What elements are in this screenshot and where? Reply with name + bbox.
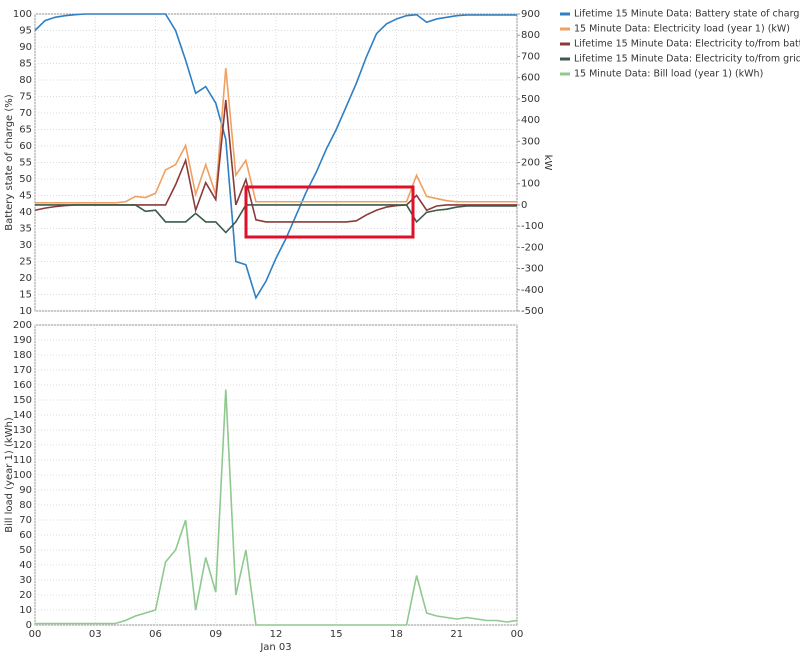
x-tick-label: 00 [29, 629, 42, 640]
x-tick-label: 06 [149, 629, 162, 640]
y2-tick-label: -100 [521, 221, 544, 232]
y2-tick-label: 100 [521, 179, 540, 190]
y-tick-label: 150 [13, 395, 32, 406]
x-tick-label: 15 [330, 629, 343, 640]
y-tick-label: 10 [19, 605, 32, 616]
x-tick-label: 12 [270, 629, 283, 640]
y-tick-label: 40 [19, 560, 32, 571]
y-tick-label: 120 [13, 440, 32, 451]
y2-tick-label: 400 [521, 115, 540, 126]
y2-tick-label: -400 [521, 285, 544, 296]
x-axis-label: Jan 03 [259, 642, 291, 653]
legend-label: 15 Minute Data: Electricity load (year 1… [574, 24, 790, 35]
y2-tick-label: 900 [521, 9, 540, 20]
y-tick-label: 110 [13, 455, 32, 466]
legend-label: Lifetime 15 Minute Data: Battery state o… [574, 9, 800, 20]
y-tick-label: 140 [13, 410, 32, 421]
y-tick-label: 70 [19, 108, 32, 119]
y-tick-label: 30 [19, 575, 32, 586]
y-tick-label: 75 [19, 92, 32, 103]
y-tick-label: 100 [13, 9, 32, 20]
y-tick-label: 90 [19, 485, 32, 496]
y-tick-label: 190 [13, 335, 32, 346]
y-tick-label: 80 [19, 500, 32, 511]
legend-label: 15 Minute Data: Bill load (year 1) (kWh) [574, 69, 763, 80]
legend-label: Lifetime 15 Minute Data: Electricity to/… [574, 39, 800, 50]
y-tick-label: 60 [19, 530, 32, 541]
y-tick-label: 100 [13, 470, 32, 481]
y-tick-label: 170 [13, 365, 32, 376]
x-tick-label: 09 [209, 629, 222, 640]
y-tick-label: 50 [19, 174, 32, 185]
y2-tick-label: 600 [521, 73, 540, 84]
y-tick-label: 85 [19, 59, 32, 70]
y2-tick-label: 500 [521, 94, 540, 105]
x-tick-label: 00 [511, 629, 524, 640]
series-line [35, 68, 517, 204]
legend-label: Lifetime 15 Minute Data: Electricity to/… [574, 54, 800, 65]
y-tick-label: 10 [19, 306, 32, 317]
y-tick-label: 90 [19, 42, 32, 53]
y2-tick-label: 300 [521, 136, 540, 147]
y-tick-label: 80 [19, 75, 32, 86]
y-tick-label: 50 [19, 545, 32, 556]
y-axis-label: Bill load (year 1) (kWh) [4, 417, 15, 533]
y-tick-label: 65 [19, 125, 32, 136]
highlight-box [244, 185, 415, 239]
y-tick-label: 180 [13, 350, 32, 361]
y-tick-label: 60 [19, 141, 32, 152]
y-tick-label: 45 [19, 191, 32, 202]
series-line [34, 13, 517, 300]
y-tick-label: 25 [19, 257, 32, 268]
y-tick-label: 200 [13, 320, 32, 331]
y-tick-label: 55 [19, 158, 32, 169]
y-tick-label: 20 [19, 273, 32, 284]
y2-axis-label: kW [542, 155, 553, 171]
y-tick-label: 130 [13, 425, 32, 436]
x-tick-label: 03 [89, 629, 102, 640]
y2-tick-label: -200 [521, 242, 544, 253]
y-tick-label: 30 [19, 240, 32, 251]
y2-tick-label: 0 [521, 200, 527, 211]
y-tick-label: 95 [19, 26, 32, 37]
x-tick-label: 21 [450, 629, 463, 640]
series-line [35, 389, 518, 626]
y2-tick-label: 800 [521, 30, 540, 41]
y-tick-label: 160 [13, 380, 32, 391]
y2-tick-label: 700 [521, 51, 540, 62]
y-axis-label: Battery state of charge (%) [4, 94, 15, 231]
legend: Lifetime 15 Minute Data: Battery state o… [560, 9, 800, 80]
x-tick-label: 18 [390, 629, 403, 640]
y2-tick-label: -300 [521, 264, 544, 275]
y-tick-label: 15 [19, 290, 32, 301]
y2-tick-label: 200 [521, 158, 540, 169]
y-tick-label: 20 [19, 590, 32, 601]
series-line [35, 204, 517, 234]
y-tick-label: 0 [26, 620, 32, 631]
y-tick-label: 35 [19, 224, 32, 235]
y-tick-label: 70 [19, 515, 32, 526]
y2-tick-label: -500 [521, 306, 544, 317]
y-tick-label: 40 [19, 207, 32, 218]
